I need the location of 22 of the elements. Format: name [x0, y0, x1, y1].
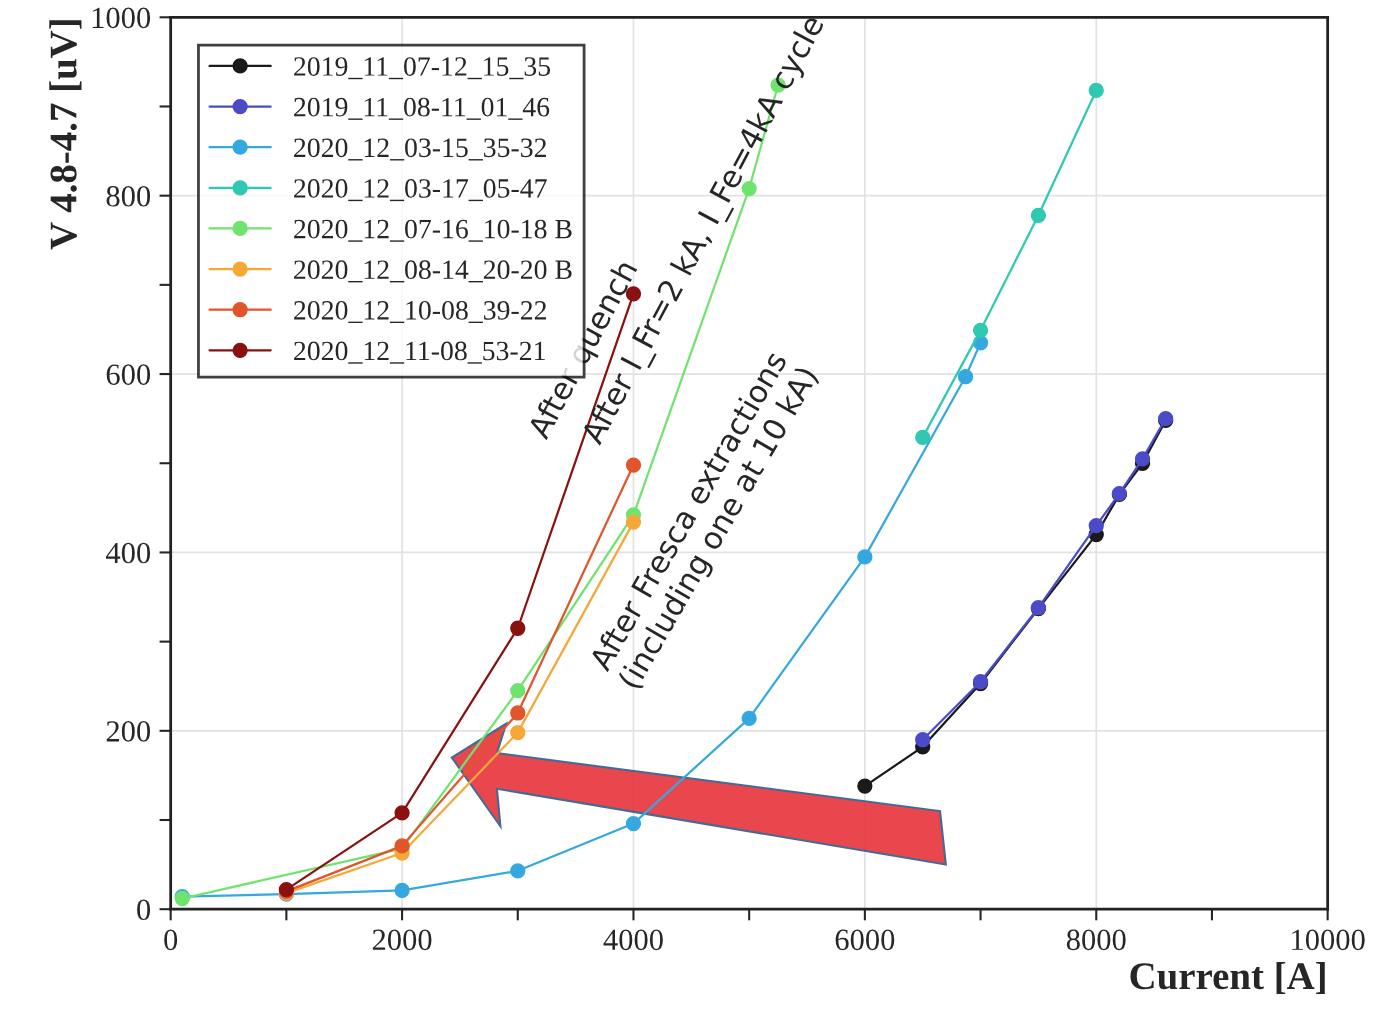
- legend-label: 2020_12_03-17_05-47: [294, 179, 547, 202]
- legend-label: 2020_12_08-14_20-20 B: [294, 260, 572, 283]
- x-axis-title: Current [A]: [1130, 961, 1325, 995]
- x-tick-label: 6000: [835, 929, 895, 951]
- y-tick-label: 600: [106, 364, 151, 385]
- y-tick-label: 1000: [92, 7, 151, 29]
- x-tick-label: 10000: [1292, 929, 1365, 951]
- y-axis-title: V 4.8-4.7 [uV]: [49, 20, 82, 250]
- legend-label: 2020_12_03-15_35-32: [294, 138, 546, 161]
- y-tick-label: 400: [106, 542, 151, 564]
- legend-label: 2020_12_07-16_10-18 B: [294, 219, 572, 242]
- x-tick-label: 0: [164, 929, 178, 951]
- legend-label: 2019_11_07-12_15_35: [294, 57, 551, 80]
- legend-label: 2020_12_11-08_53-21: [294, 341, 545, 364]
- legend-label: 2019_11_08-11_01_46: [294, 97, 550, 120]
- y-tick-label: 800: [106, 185, 151, 207]
- y-tick-label: 200: [106, 721, 151, 742]
- x-tick-label: 4000: [603, 929, 663, 951]
- legend-label: 2020_12_10-08_39-22: [294, 300, 546, 324]
- y-tick-label: 0: [137, 899, 151, 921]
- x-tick-label: 8000: [1066, 929, 1126, 951]
- x-tick-label: 2000: [372, 929, 432, 951]
